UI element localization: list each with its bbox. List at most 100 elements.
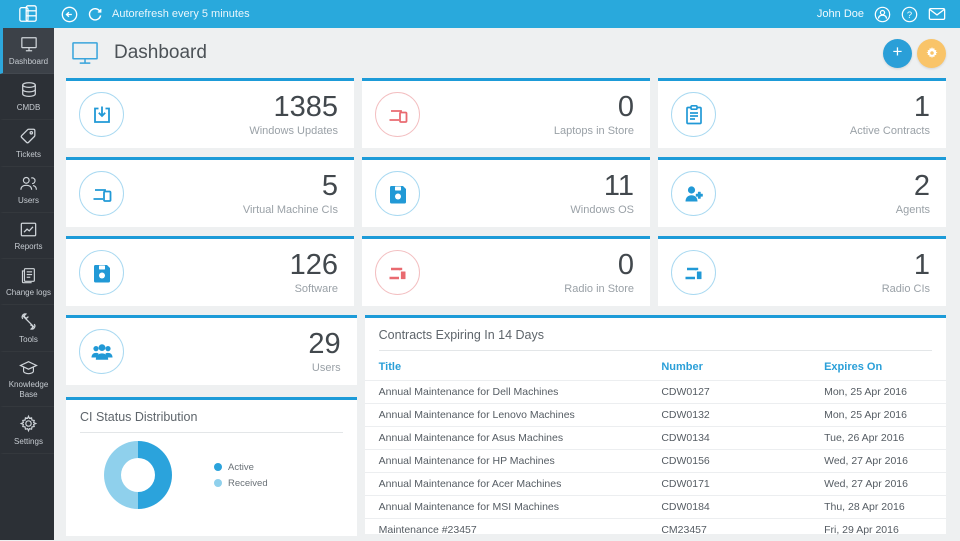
contract-number: CDW0156 xyxy=(655,450,818,473)
sidebar-item-settings[interactable]: Settings xyxy=(0,407,54,454)
windows-updates-icon xyxy=(79,92,124,137)
contract-title: Annual Maintenance for Lenovo Machines xyxy=(365,404,656,427)
contract-row[interactable]: Annual Maintenance for Lenovo Machines C… xyxy=(365,404,946,427)
stat-value: 11 xyxy=(570,171,634,201)
contract-expires: Mon, 25 Apr 2016 xyxy=(818,381,946,404)
card-active-contracts[interactable]: 1 Active Contracts xyxy=(658,78,946,148)
dashboard-monitor-icon xyxy=(70,40,101,66)
card-users[interactable]: 29 Users xyxy=(66,315,357,385)
sidebar-item-tools[interactable]: Tools xyxy=(0,305,54,352)
card-virtual-machine-cis[interactable]: 5 Virtual Machine CIs xyxy=(66,157,354,227)
column-header-expires-on[interactable]: Expires On xyxy=(818,353,946,381)
stat-label: Users xyxy=(308,362,340,374)
floppy-disk-icon xyxy=(375,171,420,216)
stat-label: Windows OS xyxy=(570,204,634,216)
topbar: Autorefresh every 5 minutes John Doe ? xyxy=(0,0,960,28)
stat-cards-grid: 1385 Windows Updates 0 Laptops in Store xyxy=(66,78,946,306)
chart-legend: Active Received xyxy=(214,462,268,489)
app-logo-icon[interactable] xyxy=(17,4,39,24)
contract-number: CDW0171 xyxy=(655,473,818,496)
contract-title: Annual Maintenance for Dell Machines xyxy=(365,381,656,404)
ci-status-donut-chart xyxy=(104,441,172,509)
contract-number: CDW0132 xyxy=(655,404,818,427)
column-header-number[interactable]: Number xyxy=(655,353,818,381)
contract-title: Annual Maintenance for MSI Machines xyxy=(365,496,656,519)
sidebar-item-tickets[interactable]: Tickets xyxy=(0,120,54,167)
card-laptops-in-store[interactable]: 0 Laptops in Store xyxy=(362,78,650,148)
back-button[interactable] xyxy=(61,6,78,23)
card-agents[interactable]: 2 Agents xyxy=(658,157,946,227)
dashboard-settings-button[interactable] xyxy=(917,39,946,68)
stat-value: 29 xyxy=(308,329,340,359)
stat-value: 1385 xyxy=(249,92,338,122)
sidebar-label: Users xyxy=(18,196,39,206)
card-windows-updates[interactable]: 1385 Windows Updates xyxy=(66,78,354,148)
laptop-devices-icon xyxy=(79,171,124,216)
add-agent-icon xyxy=(671,171,716,216)
sidebar-label: Reports xyxy=(14,242,42,252)
contract-row[interactable]: Maintenance #23457 CM23457 Fri, 29 Apr 2… xyxy=(365,519,946,541)
column-header-title[interactable]: Title xyxy=(365,353,656,381)
report-chart-icon xyxy=(19,221,38,238)
clipboard-icon xyxy=(671,92,716,137)
sidebar-item-change-logs[interactable]: Change logs xyxy=(0,259,54,305)
laptop-devices-icon xyxy=(671,250,716,295)
gear-icon xyxy=(925,46,939,60)
page-header: Dashboard + xyxy=(54,28,960,78)
sidebar-item-users[interactable]: Users xyxy=(0,167,54,213)
sidebar-item-cmdb[interactable]: CMDB xyxy=(0,74,54,120)
contract-row[interactable]: Annual Maintenance for Dell Machines CDW… xyxy=(365,381,946,404)
card-software[interactable]: 126 Software xyxy=(66,236,354,306)
contract-expires: Wed, 27 Apr 2016 xyxy=(818,450,946,473)
monitor-icon xyxy=(19,36,39,53)
tools-icon xyxy=(19,312,38,331)
stat-value: 0 xyxy=(564,250,634,280)
sidebar-label: Knowledge Base xyxy=(5,380,52,400)
ci-status-title: CI Status Distribution xyxy=(66,400,357,432)
contract-row[interactable]: Annual Maintenance for MSI Machines CDW0… xyxy=(365,496,946,519)
card-windows-os[interactable]: 11 Windows OS xyxy=(362,157,650,227)
contracts-panel-title: Contracts Expiring In 14 Days xyxy=(365,318,946,350)
contracts-expiring-panel: Contracts Expiring In 14 Days Title Numb… xyxy=(365,315,946,534)
legend-label: Received xyxy=(228,478,268,489)
stat-label: Laptops in Store xyxy=(554,125,634,137)
database-icon xyxy=(19,81,39,99)
sidebar-item-knowledge-base[interactable]: Knowledge Base xyxy=(0,352,54,407)
stat-label: Radio in Store xyxy=(564,283,634,295)
user-name: John Doe xyxy=(817,8,864,20)
contract-number: CM23457 xyxy=(655,519,818,541)
stat-value: 0 xyxy=(554,92,634,122)
contract-row[interactable]: Annual Maintenance for HP Machines CDW01… xyxy=(365,450,946,473)
stat-label: Radio CIs xyxy=(882,283,930,295)
change-logs-icon xyxy=(19,266,38,284)
help-icon[interactable]: ? xyxy=(901,6,918,23)
contract-row[interactable]: Annual Maintenance for Asus Machines CDW… xyxy=(365,427,946,450)
contract-expires: Fri, 29 Apr 2016 xyxy=(818,519,946,541)
user-account-icon[interactable] xyxy=(874,6,891,23)
contract-row[interactable]: Annual Maintenance for Acer Machines CDW… xyxy=(365,473,946,496)
stat-value: 1 xyxy=(850,92,930,122)
legend-dot-received xyxy=(214,479,222,487)
card-radio-cis[interactable]: 1 Radio CIs xyxy=(658,236,946,306)
laptop-devices-icon xyxy=(375,250,420,295)
stat-label: Agents xyxy=(896,204,930,216)
add-widget-button[interactable]: + xyxy=(883,39,912,68)
sidebar-label: Tools xyxy=(19,335,38,345)
autorefresh-label: Autorefresh every 5 minutes xyxy=(112,8,250,20)
sidebar-item-reports[interactable]: Reports xyxy=(0,213,54,259)
divider xyxy=(379,350,932,351)
refresh-icon[interactable] xyxy=(87,6,103,22)
knowledge-base-icon xyxy=(18,359,39,376)
stat-value: 5 xyxy=(243,171,338,201)
tag-icon xyxy=(19,127,38,146)
sidebar-item-dashboard[interactable]: Dashboard xyxy=(0,28,54,74)
settings-gear-icon xyxy=(19,414,38,433)
contract-title: Annual Maintenance for Acer Machines xyxy=(365,473,656,496)
contract-expires: Mon, 25 Apr 2016 xyxy=(818,404,946,427)
legend-item-active: Active xyxy=(214,462,268,473)
laptop-devices-icon xyxy=(375,92,420,137)
mail-icon[interactable] xyxy=(928,7,946,21)
contract-number: CDW0134 xyxy=(655,427,818,450)
sidebar-label: Tickets xyxy=(16,150,41,160)
card-radio-in-store[interactable]: 0 Radio in Store xyxy=(362,236,650,306)
